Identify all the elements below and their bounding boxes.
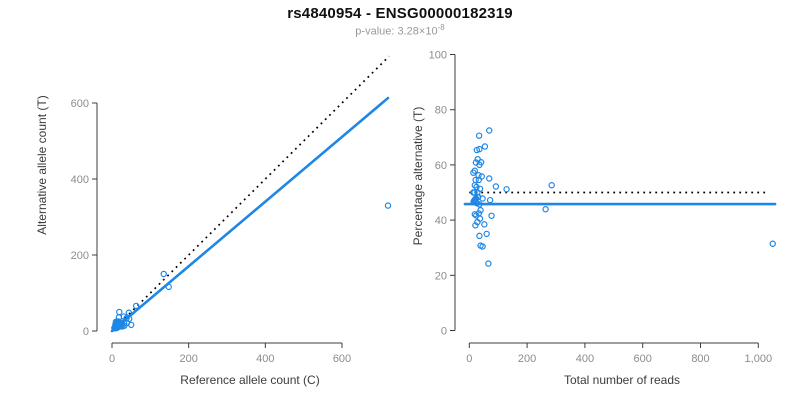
data-point — [165, 283, 172, 291]
x-axis-title: Total number of reads — [564, 373, 680, 387]
data-point — [476, 145, 483, 153]
data-point — [384, 202, 392, 209]
data-point — [471, 196, 478, 203]
identity-line — [111, 55, 390, 332]
data-point — [488, 212, 495, 219]
x-tick-label: 1,000 — [745, 353, 773, 365]
data-point — [470, 169, 477, 176]
y-tick-label: 400 — [71, 174, 89, 186]
data-point — [473, 212, 480, 219]
x-tick-label: 200 — [179, 353, 197, 365]
data-point — [476, 185, 484, 192]
y-tick-label: 40 — [435, 215, 447, 227]
data-point — [471, 189, 478, 196]
data-point — [126, 315, 133, 323]
data-point — [116, 308, 123, 316]
data-point — [485, 260, 492, 267]
x-tick-label: 600 — [333, 353, 351, 365]
pvalue-exponent: -8 — [437, 23, 445, 32]
x-tick-label: 0 — [109, 353, 115, 365]
data-point — [476, 232, 483, 240]
data-point — [477, 206, 484, 214]
y-tick-label: 200 — [71, 250, 89, 262]
data-point — [471, 211, 478, 218]
data-point — [486, 175, 493, 182]
chart-title: rs4840954 - ENSG00000182319 — [287, 5, 513, 22]
x-tick-label: 0 — [466, 353, 472, 365]
data-point — [127, 321, 135, 329]
data-point — [542, 206, 549, 213]
data-point — [486, 196, 494, 204]
x-tick-label: 400 — [256, 353, 274, 365]
data-point — [475, 176, 483, 184]
y-tick-label: 100 — [429, 50, 447, 62]
data-point — [481, 143, 489, 150]
data-point — [476, 161, 483, 169]
data-point — [472, 222, 479, 229]
x-axis-title: Reference allele count (C) — [180, 373, 319, 387]
chart-subtitle: p-value: 3.28×10-8 — [0, 23, 800, 38]
data-point — [121, 320, 128, 327]
data-point — [479, 243, 486, 250]
data-point — [471, 182, 478, 189]
data-point — [478, 173, 485, 180]
data-point — [503, 186, 510, 193]
data-point — [132, 302, 140, 310]
data-point — [121, 322, 128, 329]
y-tick-label: 600 — [71, 98, 89, 110]
data-point — [473, 183, 480, 191]
x-tick-label: 600 — [634, 353, 652, 365]
x-tick-label: 800 — [691, 353, 709, 365]
y-tick-label: 0 — [83, 326, 89, 338]
y-tick-label: 60 — [435, 160, 447, 172]
data-point — [492, 183, 500, 190]
y-tick-label: 0 — [441, 326, 447, 338]
data-point — [769, 240, 776, 247]
y-tick-label: 80 — [435, 105, 447, 117]
data-point — [483, 230, 490, 238]
pvalue-text: p-value: 3.28×10 — [355, 25, 438, 38]
data-point — [486, 127, 493, 134]
y-axis-title: Percentage alternative (T) — [411, 107, 425, 246]
data-point — [125, 309, 133, 316]
y-axis-title: Alternative allele count (T) — [35, 95, 49, 234]
data-point — [475, 132, 483, 139]
x-tick-label: 200 — [518, 353, 536, 365]
x-tick-label: 400 — [576, 353, 594, 365]
data-point — [548, 182, 555, 189]
y-tick-label: 20 — [435, 270, 447, 282]
data-point — [112, 324, 120, 331]
data-point — [481, 221, 488, 228]
data-point — [160, 270, 167, 278]
fit-line — [110, 96, 390, 333]
